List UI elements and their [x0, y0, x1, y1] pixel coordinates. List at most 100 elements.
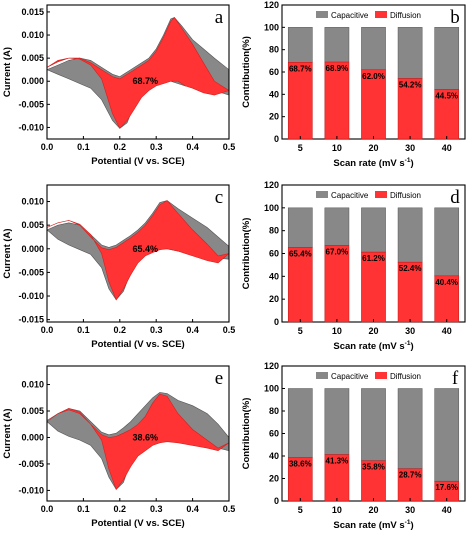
cv-diffusion-loop — [47, 200, 229, 301]
bar-value-label: 67.0% — [326, 248, 349, 257]
y-axis-label: Contribution(%) — [241, 398, 252, 470]
x-tick-label: 30 — [405, 505, 415, 515]
legend: Capacitive Diffusion — [316, 191, 421, 200]
bar-value-label: 35.8% — [362, 463, 385, 472]
y-tick-label: -0.010 — [18, 291, 44, 301]
y-tick-label: -0.015 — [18, 315, 44, 325]
y-axis-label: Contribution(%) — [241, 218, 252, 290]
y-axis-label: Current (A) — [2, 228, 13, 278]
y-tick-label: 0.015 — [21, 7, 44, 17]
bar-diffusion — [287, 62, 313, 140]
y-tick-label: -0.005 — [18, 267, 44, 277]
legend-label-capacitive: Capacitive — [331, 372, 369, 381]
y-axis-label: Contribution(%) — [241, 36, 252, 108]
bar-capacitive — [397, 207, 423, 263]
x-axis-label: Potential (V vs. SCE) — [91, 339, 184, 350]
x-tick-label: 0.2 — [114, 142, 127, 152]
panel-label: c — [215, 187, 223, 208]
x-tick-label: 0.4 — [186, 504, 199, 514]
y-tick-label: -0.010 — [18, 485, 44, 495]
y-tick-label: 0.000 — [21, 244, 44, 254]
y-tick-label: 60 — [269, 67, 279, 77]
y-tick-label: 100 — [264, 384, 279, 394]
bar-value-label: 40.4% — [435, 278, 458, 287]
x-tick-label: 0.1 — [77, 325, 90, 335]
y-tick-label: 40 — [269, 451, 279, 461]
y-tick-label: 0 — [274, 134, 279, 144]
percentage-annotation: 65.4% — [133, 244, 159, 254]
bar-panel-b: 68.7% 5 68.9% 10 62.0% 20 54.2% 30 44.5% 40 0 20 40 6… — [241, 0, 466, 169]
x-axis-label-sup: -1 — [405, 519, 411, 526]
bar-diffusion — [361, 460, 386, 502]
x-axis-label-end: ) — [410, 341, 413, 352]
bar-capacitive — [397, 388, 423, 469]
panel-label: f — [452, 368, 459, 389]
x-tick-label: 0.0 — [41, 325, 54, 335]
x-axis-label-end: ) — [410, 158, 413, 169]
x-tick-label: 30 — [405, 143, 415, 153]
legend-swatch-capacitive — [316, 11, 328, 18]
legend-swatch-capacitive — [316, 372, 328, 379]
bar-diffusion — [361, 251, 386, 323]
percentage-annotation: 68.7% — [133, 76, 159, 86]
panel-label: d — [450, 187, 460, 208]
bar-diffusion — [287, 457, 313, 502]
x-axis-label-main: Scan rate (mV s — [333, 158, 404, 169]
x-tick-label: 0.0 — [41, 142, 54, 152]
plot-frame — [46, 365, 230, 502]
bar-value-label: 41.3% — [326, 457, 349, 466]
y-tick-label: -0.010 — [18, 122, 44, 132]
bar-value-label: 68.9% — [326, 64, 349, 73]
x-tick-label: 0.3 — [150, 142, 163, 152]
bar-capacitive — [397, 27, 423, 79]
bar-capacitive — [324, 207, 350, 246]
y-tick-label: 60 — [269, 429, 279, 439]
y-tick-label: 20 — [269, 112, 279, 122]
bar-capacitive — [324, 27, 350, 63]
y-axis-label: Current (A) — [2, 47, 13, 97]
bar-value-label: 68.7% — [289, 64, 312, 73]
plot-frame — [46, 184, 230, 323]
x-tick-label: 0.1 — [77, 504, 90, 514]
x-axis-label-main: Scan rate (mV s — [333, 520, 404, 531]
y-tick-label: 80 — [269, 45, 279, 55]
plot-area — [47, 392, 229, 491]
bar-capacitive — [287, 27, 313, 63]
y-tick-label: 120 — [264, 180, 279, 190]
y-tick-label: 40 — [269, 89, 279, 99]
legend-label-capacitive: Capacitive — [331, 191, 369, 200]
x-tick-label: 10 — [332, 505, 342, 515]
legend-swatch-diffusion — [375, 11, 387, 18]
y-tick-label: 0.000 — [21, 432, 44, 442]
bar-value-label: 28.7% — [399, 471, 422, 480]
bar-value-label: 65.4% — [289, 249, 312, 258]
bar-capacitive — [434, 27, 460, 90]
x-tick-label: 20 — [368, 505, 378, 515]
legend-label-diffusion: Diffusion — [390, 372, 421, 381]
bar-diffusion — [287, 247, 313, 323]
y-tick-label: 40 — [269, 271, 279, 281]
bar-diffusion — [324, 245, 350, 323]
x-axis-label: Potential (V vs. SCE) — [91, 518, 184, 529]
legend-swatch-capacitive — [316, 191, 328, 198]
x-tick-label: 0.3 — [150, 504, 163, 514]
bar-value-label: 61.2% — [362, 254, 385, 263]
x-axis-label: Scan rate (mV s-1) — [333, 157, 413, 169]
x-tick-label: 0.5 — [223, 142, 236, 152]
bar-panel-f: 38.6% 5 41.3% 10 35.8% 20 28.7% 30 17.6% 40 0 20 40 6… — [241, 361, 466, 531]
legend: Capacitive Diffusion — [316, 11, 421, 20]
x-tick-label: 30 — [405, 326, 415, 336]
bar-value-label: 62.0% — [362, 72, 385, 81]
y-tick-label: 60 — [269, 249, 279, 259]
x-tick-label: 0.4 — [186, 325, 199, 335]
cv-panel-c: 0.0 0.1 0.2 0.3 0.4 0.5 0.010 0.005 0.000 -0.005 -… — [2, 184, 235, 350]
x-tick-label: 5 — [298, 326, 303, 336]
x-tick-label: 0.5 — [223, 504, 236, 514]
legend-swatch-diffusion — [375, 191, 387, 198]
bar-diffusion — [324, 61, 350, 140]
y-tick-label: 20 — [269, 474, 279, 484]
cv-diffusion-loop — [47, 393, 229, 491]
bar-capacitive — [287, 388, 313, 458]
x-axis-label: Scan rate (mV s-1) — [333, 340, 413, 352]
